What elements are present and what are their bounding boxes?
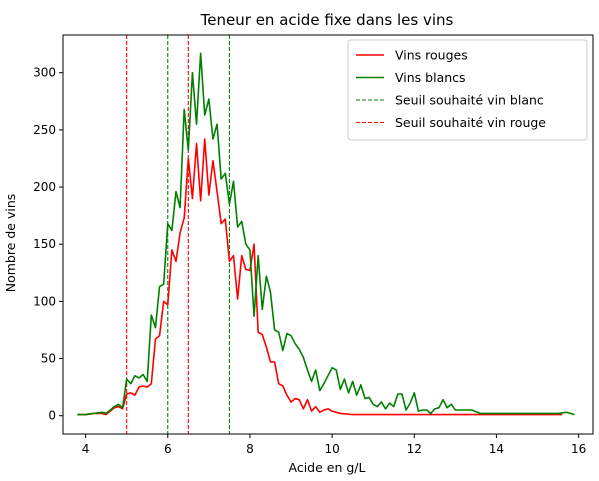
y-tick-label: 200: [33, 180, 56, 194]
y-tick-label: 150: [33, 237, 56, 251]
legend-label-vins-rouges: Vins rouges: [395, 48, 468, 63]
x-axis-ticks: 4 6 8 10 12 14 16: [82, 434, 586, 456]
x-tick-label: 4: [82, 442, 90, 456]
y-tick-label: 100: [33, 294, 56, 308]
y-axis-ticks: 0 50 100 150 200 250 300: [33, 66, 63, 423]
y-axis-label: Nombre de vins: [3, 194, 18, 293]
x-tick-label: 12: [407, 442, 422, 456]
x-tick-label: 14: [489, 442, 504, 456]
legend-label-seuil-souhaite-vin-blanc: Seuil souhaité vin blanc: [395, 93, 544, 108]
x-tick-label: 10: [324, 442, 339, 456]
x-tick-label: 16: [571, 442, 586, 456]
x-axis-label: Acide en g/L: [289, 460, 366, 475]
x-tick-label: 6: [164, 442, 172, 456]
legend-label-seuil-souhaite-vin-rouge: Seuil souhaité vin rouge: [395, 115, 546, 130]
legend-label-vins-blancs: Vins blancs: [395, 70, 466, 85]
x-tick-label: 8: [246, 442, 254, 456]
y-tick-label: 250: [33, 123, 56, 137]
y-tick-label: 300: [33, 66, 56, 80]
y-tick-label: 0: [48, 409, 56, 423]
legend: Vins rouges Vins blancs Seuil souhaité vin…: [348, 40, 587, 140]
y-tick-label: 50: [41, 352, 56, 366]
series-line-vins-rouges: [77, 139, 562, 415]
chart-title: Teneur en acide fixe dans les vins: [200, 11, 454, 29]
